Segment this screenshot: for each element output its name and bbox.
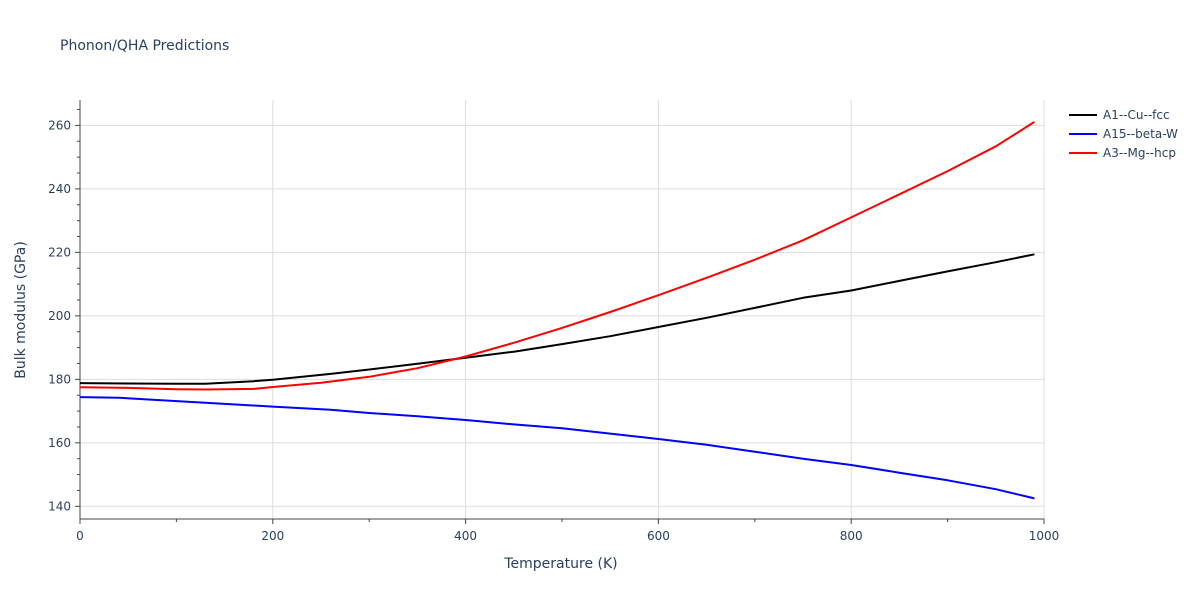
legend-label: A3--Mg--hcp [1103,146,1176,160]
x-tick-label: 600 [647,529,670,543]
legend-label: A1--Cu--fcc [1103,108,1170,122]
legend-item[interactable]: A15--beta-W [1069,127,1178,141]
series-line-A15--beta-W [79,396,1035,500]
y-tick-label: 160 [48,436,71,450]
y-tick-label: 240 [48,182,71,196]
y-tick-label: 180 [48,372,71,386]
legend-label: A15--beta-W [1103,127,1178,141]
x-axis-title: Temperature (K) [503,556,617,572]
grid-lines [80,100,1045,519]
y-tick-label: 140 [48,499,71,513]
x-tick-label: 400 [454,529,477,543]
x-tick-label: 1000 [1029,529,1060,543]
series-line-A3--Mg--hcp [79,121,1035,391]
chart-title: Phonon/QHA Predictions [60,38,229,54]
y-tick-label: 220 [48,245,71,259]
y-tick-label: 200 [48,309,71,323]
axes: 0 200 400 600 800 1000 140 160 180 200 220 240 260 [48,100,1059,543]
x-tick-label: 800 [840,529,863,543]
legend[interactable]: A1--Cu--fcc A15--beta-W A3--Mg--hcp [1069,108,1178,160]
y-axis-title: Bulk modulus (GPa) [13,241,29,379]
series-lines [79,121,1035,500]
series-line-A1--Cu--fcc [79,253,1035,385]
legend-item[interactable]: A3--Mg--hcp [1069,146,1176,160]
x-tick-label: 0 [76,529,84,543]
legend-item[interactable]: A1--Cu--fcc [1069,108,1170,122]
x-tick-label: 200 [261,529,284,543]
y-tick-label: 260 [48,118,71,132]
